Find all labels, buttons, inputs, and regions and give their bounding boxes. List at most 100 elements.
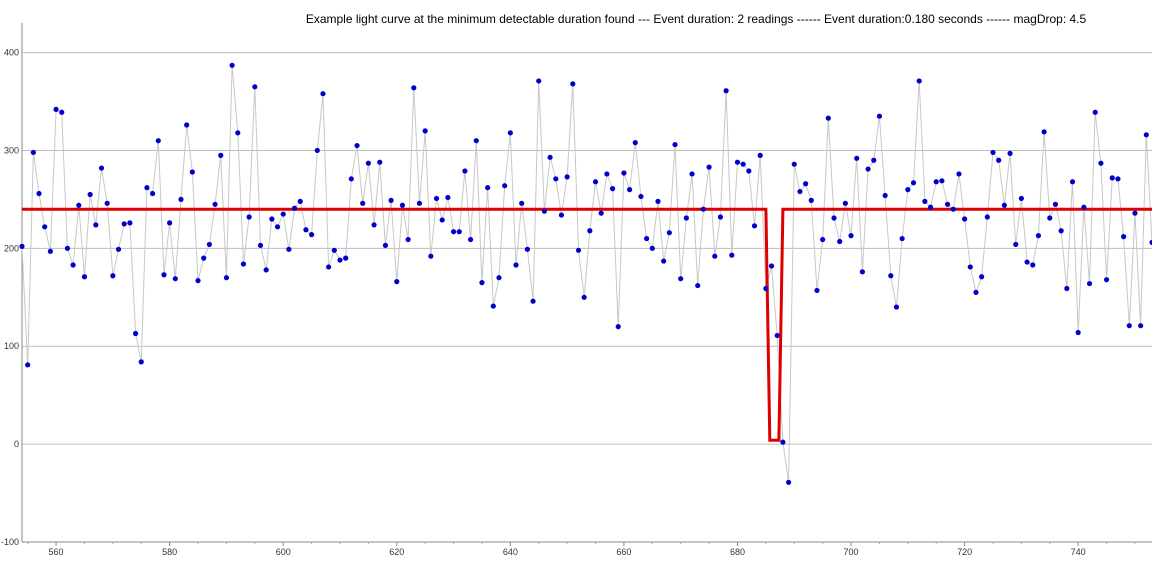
data-point xyxy=(893,304,900,310)
data-point xyxy=(967,264,973,270)
data-point xyxy=(490,303,496,309)
chart-title: Example light curve at the minimum detec… xyxy=(305,12,1087,26)
data-point xyxy=(785,479,792,485)
data-point xyxy=(189,169,195,175)
data-point xyxy=(672,141,678,148)
data-point xyxy=(723,88,729,94)
model-step-line xyxy=(22,207,1152,442)
data-point xyxy=(803,181,809,187)
data-point xyxy=(485,185,491,191)
data-point xyxy=(1143,132,1149,138)
data-point xyxy=(371,222,377,228)
data-point xyxy=(348,176,354,182)
data-point xyxy=(962,216,968,222)
data-point xyxy=(320,91,326,97)
data-point xyxy=(916,78,922,84)
data-point xyxy=(1001,202,1007,208)
data-point xyxy=(479,280,485,286)
data-point xyxy=(848,233,854,239)
model-curve xyxy=(22,207,1152,442)
data-point xyxy=(774,332,780,339)
data-point xyxy=(865,166,871,172)
axes xyxy=(21,23,1152,546)
data-point xyxy=(456,229,462,235)
data-point xyxy=(87,191,93,198)
data-point xyxy=(922,198,928,204)
data-point xyxy=(1138,323,1144,329)
data-point xyxy=(47,248,53,254)
data-point xyxy=(1058,228,1064,234)
data-point xyxy=(343,255,349,261)
data-point xyxy=(808,197,814,203)
data-point xyxy=(246,214,252,220)
data-point xyxy=(910,180,917,186)
data-point xyxy=(439,217,445,223)
data-point xyxy=(956,171,962,177)
data-point xyxy=(104,200,110,206)
data-point xyxy=(81,274,88,280)
data-point xyxy=(331,247,337,253)
data-point xyxy=(706,164,712,170)
data-point xyxy=(740,161,746,167)
data-point xyxy=(638,193,644,200)
x-tick-label: 740 xyxy=(1071,547,1086,557)
data-point xyxy=(541,208,548,214)
data-point xyxy=(303,227,309,233)
data-point xyxy=(717,214,724,220)
data-point xyxy=(859,269,866,275)
data-point xyxy=(712,253,718,259)
data-point xyxy=(933,179,939,185)
data-point xyxy=(42,224,48,230)
data-point xyxy=(1024,259,1030,265)
data-point xyxy=(76,202,82,208)
data-point xyxy=(1109,175,1115,181)
data-point xyxy=(218,152,224,158)
data-point xyxy=(530,298,536,304)
data-point xyxy=(93,222,99,228)
data-point xyxy=(257,242,264,249)
data-point xyxy=(382,242,389,249)
data-point xyxy=(547,154,553,160)
data-point xyxy=(939,178,945,184)
data-point xyxy=(450,229,457,235)
data-point xyxy=(797,188,803,195)
data-point xyxy=(1052,201,1059,207)
data-point xyxy=(695,282,701,289)
data-point xyxy=(138,359,144,365)
data-point xyxy=(115,246,122,252)
data-point xyxy=(791,161,797,167)
data-point xyxy=(314,147,320,154)
x-tick-label: 620 xyxy=(389,547,404,557)
data-point xyxy=(195,278,201,284)
data-point xyxy=(513,262,519,268)
x-tick-label: 560 xyxy=(49,547,64,557)
x-tick-label: 600 xyxy=(276,547,291,557)
data-point xyxy=(467,236,474,243)
data-point xyxy=(144,185,150,191)
data-point xyxy=(621,170,627,176)
data-point xyxy=(564,174,570,180)
data-point xyxy=(1035,233,1042,239)
data-point xyxy=(837,238,843,245)
data-point xyxy=(984,214,990,220)
data-point xyxy=(132,330,139,337)
data-point xyxy=(683,215,689,221)
data-point xyxy=(428,253,434,259)
data-point xyxy=(235,130,241,136)
y-tick-label: -100 xyxy=(1,537,19,547)
data-point xyxy=(780,439,786,445)
data-point xyxy=(1081,204,1087,210)
data-point xyxy=(496,275,502,281)
data-point xyxy=(820,236,826,243)
data-point xyxy=(502,183,508,189)
data-point xyxy=(1075,329,1081,336)
data-point xyxy=(979,274,985,280)
data-point xyxy=(269,216,275,222)
data-point xyxy=(763,285,769,292)
data-point xyxy=(263,267,269,273)
data-point xyxy=(661,258,667,264)
data-point xyxy=(399,202,406,208)
data-point xyxy=(831,215,837,221)
data-point xyxy=(394,279,400,285)
